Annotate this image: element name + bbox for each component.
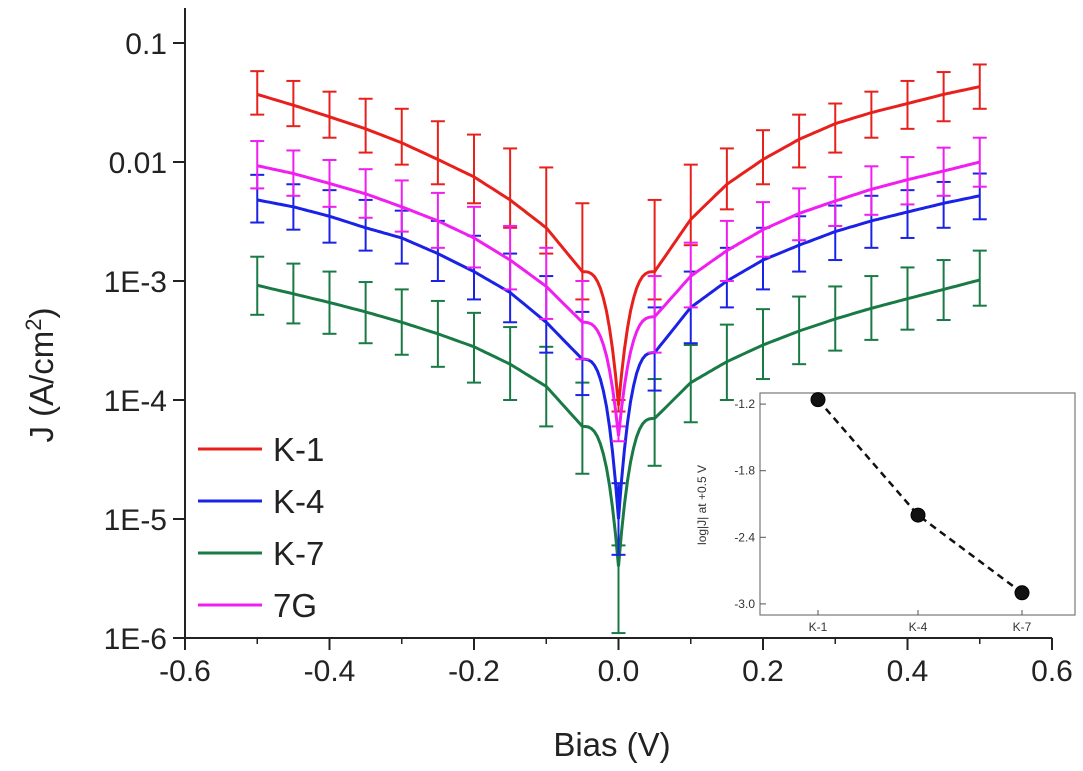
y-tick-label: 0.01 — [109, 147, 167, 180]
inset-points — [810, 392, 1030, 601]
y-tick-label: 1E-4 — [104, 385, 167, 418]
inset-plot: -1.2 -1.8 -2.4 -3.0 K-1 K-4 K-7 log|J| at +0.5… — [695, 392, 1076, 634]
inset-y-tick-label: -1.8 — [734, 464, 755, 478]
y-tick-label: 1E-6 — [104, 623, 167, 656]
inset-x-tick-label: K-1 — [809, 620, 828, 634]
legend-label: K-7 — [273, 535, 324, 572]
x-tick-label: 0.2 — [742, 655, 784, 688]
inset-y-tick-label: -3.0 — [734, 597, 755, 611]
inset-frame — [759, 392, 1076, 616]
y-axis-label-main: J (A/cm — [23, 331, 60, 443]
inset-ticks: -1.2 -1.8 -2.4 -3.0 K-1 K-4 K-7 — [734, 397, 1031, 634]
x-ticks: -0.6 -0.4 -0.2 0.0 0.2 0.4 0.6 — [159, 638, 1073, 688]
y-tick-label: 0.1 — [125, 28, 167, 61]
y-tick-label: 1E-5 — [104, 504, 167, 537]
y-axis-label: J (A/cm2) — [21, 307, 60, 442]
x-tick-label: 0.6 — [1031, 655, 1073, 688]
inset-x-tick-label: K-4 — [909, 620, 928, 634]
series-line — [256, 278, 981, 567]
series-line — [256, 85, 981, 406]
legend-label: K-1 — [273, 431, 324, 468]
main-plot: 0.1 0.01 1E-3 1E-4 1E-5 1E-6 -0.6 -0.4 -0.2 0.0 0… — [104, 8, 1073, 688]
series-K-7 — [250, 249, 987, 635]
series-K-1 — [250, 63, 987, 413]
x-tick-label: -0.4 — [304, 655, 356, 688]
inset-y-tick-label: -2.4 — [734, 530, 755, 544]
x-tick-label: 0.0 — [598, 655, 640, 688]
series-7G — [250, 136, 987, 443]
inset-y-tick-label: -1.2 — [734, 397, 755, 411]
x-tick-label: -0.2 — [448, 655, 500, 688]
y-ticks: 0.1 0.01 1E-3 1E-4 1E-5 1E-6 — [104, 28, 185, 656]
inset-x-tick-label: K-7 — [1013, 620, 1032, 634]
y-axis-label-sup: 2 — [21, 318, 46, 330]
inset-trend-line — [817, 398, 1023, 594]
x-axis-label: Bias (V) — [553, 726, 670, 763]
series-line — [257, 160, 981, 436]
legend-label: K-4 — [273, 483, 324, 520]
inset-point — [910, 507, 926, 523]
y-axis-label-close: ) — [23, 307, 60, 318]
inset-point — [810, 392, 826, 408]
y-tick-label: 1E-3 — [104, 266, 167, 299]
series-line — [257, 194, 981, 520]
inset-y-label: log|J| at +0.5 V — [695, 465, 709, 545]
x-tick-label: -0.6 — [159, 655, 211, 688]
inset-point — [1014, 585, 1030, 601]
series-layer — [250, 63, 987, 635]
x-tick-label: 0.4 — [887, 655, 929, 688]
legend-label: 7G — [273, 587, 317, 624]
legend: K-1 K-4 K-7 7G — [198, 431, 324, 624]
